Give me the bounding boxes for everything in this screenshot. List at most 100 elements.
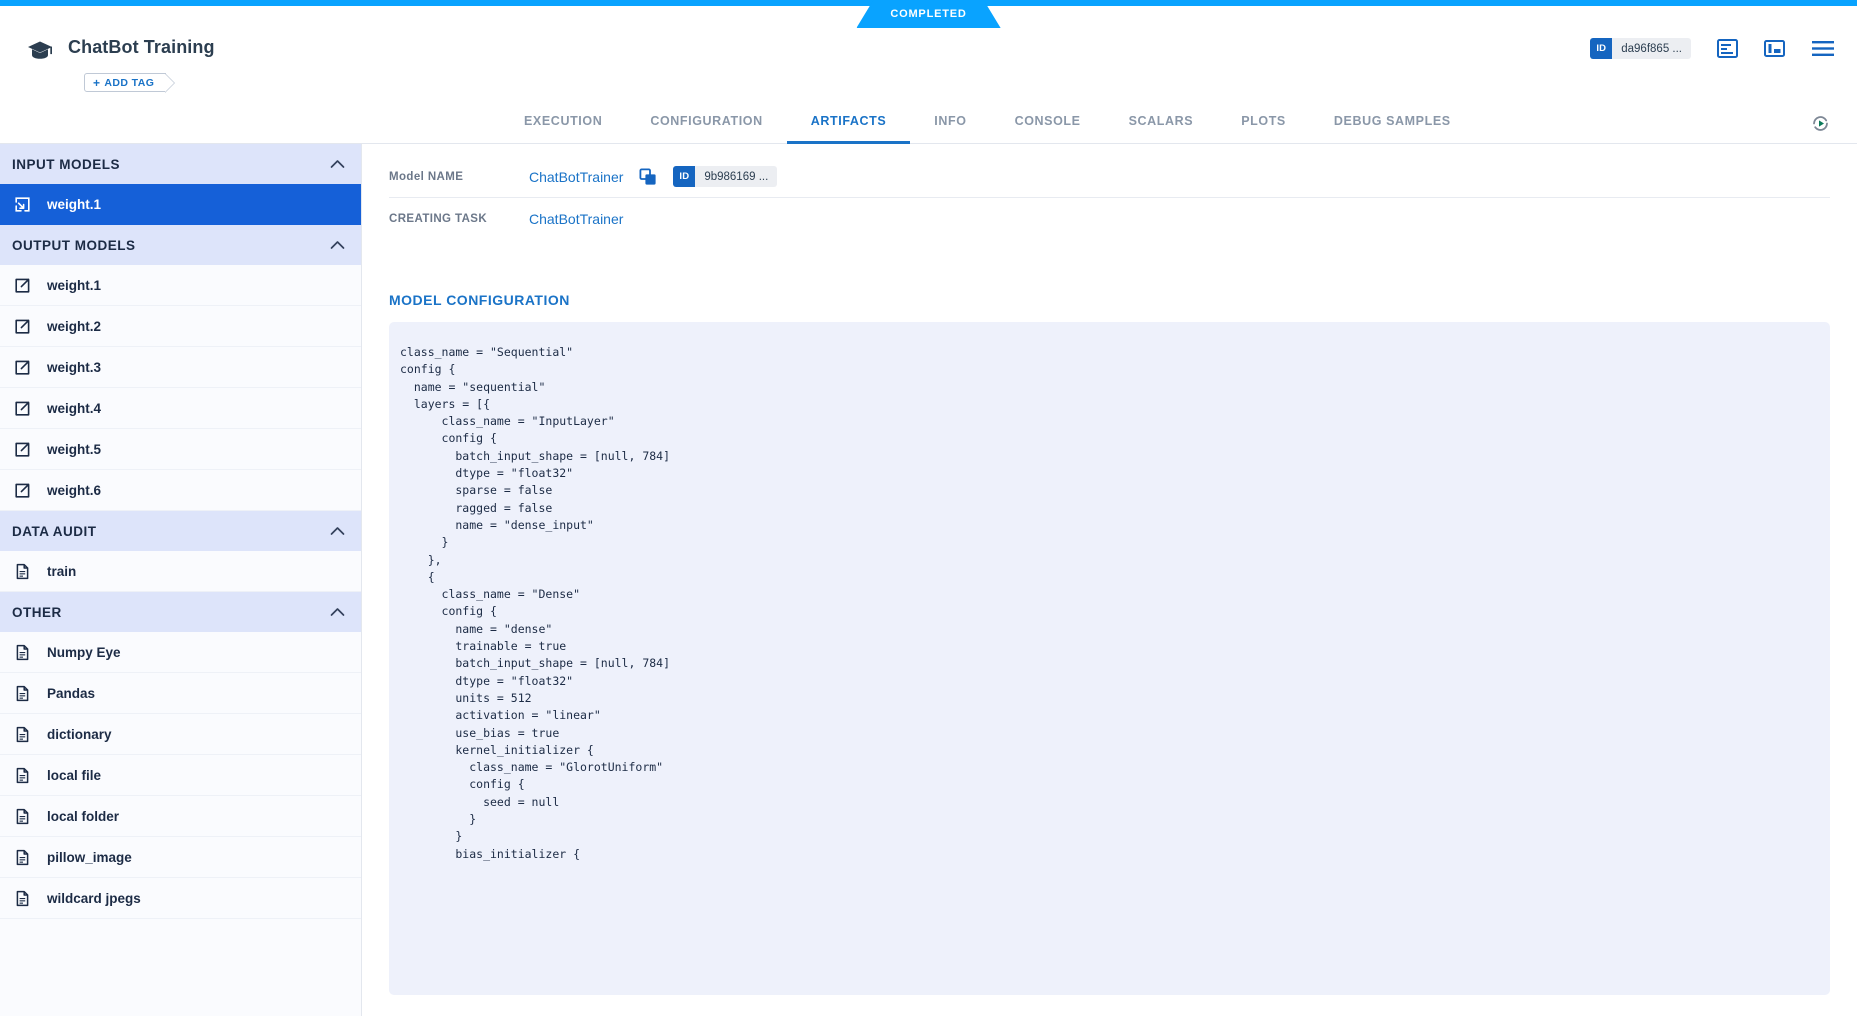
creating-task-label: CREATING TASK (389, 213, 488, 225)
artifacts-sidebar[interactable]: INPUT MODELS weight.1 OUTPUT MODELS wei (0, 144, 362, 1016)
model-name-value-group: ChatBotTrainer ID 9b986169 ... (529, 166, 778, 187)
tab-debug-samples[interactable]: DEBUG SAMPLES (1333, 114, 1451, 128)
chevron-up-icon[interactable] (330, 157, 345, 172)
sidebar-item-label: weight.5 (47, 441, 102, 457)
sidebar-item-output-weight-3[interactable]: weight.3 (0, 347, 361, 388)
chevron-up-icon[interactable] (330, 605, 345, 620)
artifact-detail-panel: Model NAME ChatBotTrainer ID 9b986169 ..… (362, 144, 1857, 1016)
import-model-icon (14, 196, 31, 213)
add-tag-button[interactable]: + ADD TAG (84, 73, 176, 93)
sidebar-section-label: OUTPUT MODELS (12, 237, 136, 253)
id-badge-value[interactable]: da96f865 ... (1612, 38, 1691, 59)
id-badge-key: ID (673, 166, 696, 187)
tab-scalars[interactable]: SCALARS (1128, 114, 1194, 128)
sidebar-item-label: weight.2 (47, 318, 102, 334)
hamburger-menu-icon[interactable] (1811, 39, 1835, 58)
tab-console[interactable]: CONSOLE (1014, 114, 1081, 128)
sidebar-item-pandas[interactable]: Pandas (0, 673, 361, 714)
sidebar-section-label: INPUT MODELS (12, 156, 121, 172)
sidebar-item-train[interactable]: train (0, 551, 361, 592)
sidebar-item-output-weight-1[interactable]: weight.1 (0, 265, 361, 306)
document-icon (14, 767, 31, 784)
sidebar-item-label: local file (47, 767, 102, 783)
sidebar-item-output-weight-2[interactable]: weight.2 (0, 306, 361, 347)
sidebar-item-label: Pandas (47, 685, 96, 701)
export-model-icon (14, 482, 31, 499)
creating-task-link[interactable]: ChatBotTrainer (529, 211, 624, 227)
sidebar-item-output-weight-6[interactable]: weight.6 (0, 470, 361, 511)
document-icon (14, 644, 31, 661)
sidebar-section-label: DATA AUDIT (12, 523, 97, 539)
sidebar-section-input-models[interactable]: INPUT MODELS (0, 144, 361, 184)
sidebar-item-label: weight.1 (47, 277, 102, 293)
sidebar-item-label: Numpy Eye (47, 644, 121, 660)
copy-icon[interactable] (639, 167, 657, 186)
model-configuration-text: class_name = "Sequential" config { name … (400, 345, 671, 861)
export-model-icon (14, 277, 31, 294)
document-icon (14, 726, 31, 743)
model-name-link[interactable]: ChatBotTrainer (529, 168, 624, 185)
sidebar-section-other[interactable]: OTHER (0, 592, 361, 632)
layout-panel-icon[interactable] (1764, 38, 1785, 59)
task-log-icon[interactable] (1717, 38, 1738, 59)
tab-info[interactable]: INFO (934, 114, 967, 128)
tab-execution[interactable]: EXECUTION (524, 114, 603, 128)
sidebar-item-local-file[interactable]: local file (0, 755, 361, 796)
header-controls: ID da96f865 ... (1590, 38, 1835, 59)
sidebar-item-label: weight.3 (47, 359, 102, 375)
sidebar-item-output-weight-5[interactable]: weight.5 (0, 429, 361, 470)
task-id-badge[interactable]: ID da96f865 ... (1590, 38, 1691, 59)
document-icon (14, 890, 31, 907)
document-icon (14, 685, 31, 702)
sidebar-item-label: weight.4 (47, 400, 102, 416)
add-tag-label: ADD TAG (104, 76, 155, 89)
tab-list: EXECUTION CONFIGURATION ARTIFACTS INFO C… (500, 102, 1475, 144)
status-badge: COMPLETED (856, 0, 1000, 28)
graduation-cap-icon (25, 36, 55, 66)
id-badge-key: ID (1590, 38, 1613, 59)
sidebar-item-label: wildcard jpegs (47, 890, 141, 906)
sidebar-item-pillow-image[interactable]: pillow_image (0, 837, 361, 878)
table-row-model-name: Model NAME ChatBotTrainer ID 9b986169 ..… (389, 156, 1830, 198)
model-configuration-title: MODEL CONFIGURATION (389, 292, 570, 308)
page-header: ChatBot Training + ADD TAG COMPLETED ID … (0, 6, 1857, 102)
chevron-up-icon[interactable] (330, 524, 345, 539)
plus-icon: + (93, 75, 101, 90)
document-icon (14, 808, 31, 825)
export-model-icon (14, 441, 31, 458)
sidebar-section-data-audit[interactable]: DATA AUDIT (0, 511, 361, 551)
sidebar-item-local-folder[interactable]: local folder (0, 796, 361, 837)
export-model-icon (14, 359, 31, 376)
chevron-up-icon[interactable] (330, 238, 345, 253)
document-icon (14, 563, 31, 580)
table-row-creating-task: CREATING TASK ChatBotTrainer (389, 198, 1830, 240)
sidebar-item-label: dictionary (47, 726, 112, 742)
sidebar-item-label: weight.1 (47, 196, 102, 212)
sidebar-item-input-weight-1[interactable]: weight.1 (0, 184, 361, 225)
model-configuration-panel[interactable]: class_name = "Sequential" config { name … (389, 322, 1830, 995)
sidebar-section-label: OTHER (12, 604, 62, 620)
sidebar-item-label: train (47, 563, 77, 579)
sidebar-item-label: local folder (47, 808, 120, 824)
tab-artifacts[interactable]: ARTIFACTS (786, 102, 911, 144)
sidebar-item-numpy-eye[interactable]: Numpy Eye (0, 632, 361, 673)
tab-bar: EXECUTION CONFIGURATION ARTIFACTS INFO C… (0, 102, 1857, 144)
sidebar-item-dictionary[interactable]: dictionary (0, 714, 361, 755)
export-model-icon (14, 400, 31, 417)
model-id-badge[interactable]: ID 9b986169 ... (673, 166, 778, 187)
sidebar-item-output-weight-4[interactable]: weight.4 (0, 388, 361, 429)
export-model-icon (14, 318, 31, 335)
document-icon (14, 849, 31, 866)
sidebar-item-wildcard-jpegs[interactable]: wildcard jpegs (0, 878, 361, 919)
tab-configuration[interactable]: CONFIGURATION (650, 114, 763, 128)
model-name-label: Model NAME (389, 170, 464, 183)
id-badge-value[interactable]: 9b986169 ... (695, 166, 778, 187)
model-info-table: Model NAME ChatBotTrainer ID 9b986169 ..… (389, 156, 1830, 240)
auto-refresh-icon[interactable] (1810, 113, 1831, 139)
sidebar-item-label: weight.6 (47, 482, 102, 498)
sidebar-item-label: pillow_image (47, 849, 132, 865)
page-title: ChatBot Training (68, 37, 215, 57)
tab-plots[interactable]: PLOTS (1241, 114, 1286, 128)
creating-task-value-group: ChatBotTrainer (529, 211, 623, 227)
sidebar-section-output-models[interactable]: OUTPUT MODELS (0, 225, 361, 265)
